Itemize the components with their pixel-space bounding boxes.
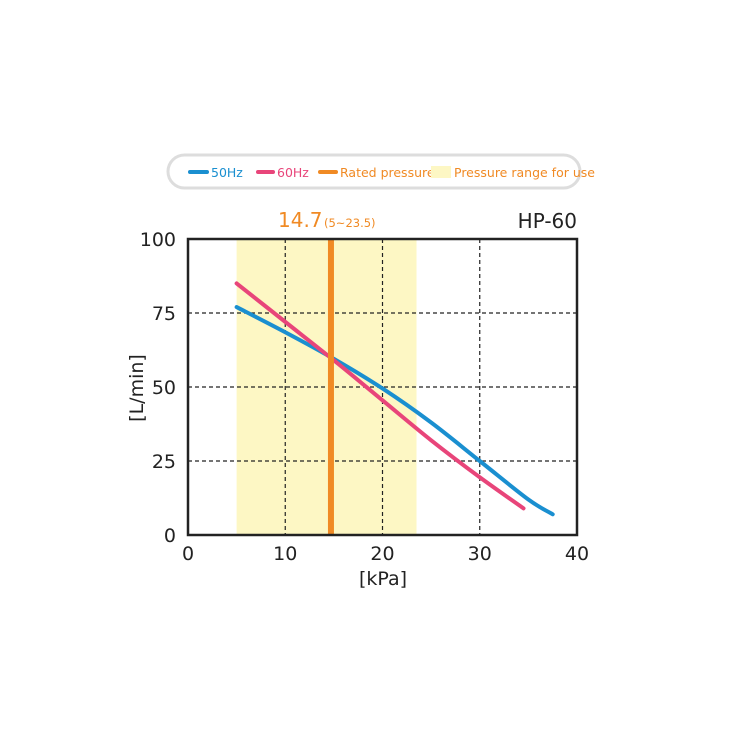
series-line-50hz [234,305,555,517]
x-tick-label-30: 30 [468,543,492,565]
grid-lines [188,239,577,535]
y-tick-label-0: 0 [164,525,176,547]
legend-label-60hz: 60Hz [277,165,309,180]
y-tick-label-100: 100 [140,229,176,251]
x-axis-title: [kPa] [359,568,407,590]
x-tick-label-0: 0 [182,543,194,565]
legend-swatch-range [431,166,451,178]
series-line-60hz [234,281,526,511]
legend-label-rated: Rated pressure [340,165,435,180]
y-tick-label-50: 50 [152,377,176,399]
plot-frame [186,237,579,537]
model-label: HP-60 [518,209,577,233]
rated-pressure-range: (5~23.5) [324,216,376,230]
legend-box [166,153,582,190]
pressure-range-band [236,239,417,535]
legend-label-range: Pressure range for use [454,165,595,180]
x-tick-label-10: 10 [273,543,297,565]
x-tick-labels: 0 10 20 30 40 [182,543,589,565]
rated-pressure-label: 14.7 (5~23.5) [278,208,376,232]
legend: 50Hz 60Hz Rated pressure Pressure range … [166,153,595,190]
series-group [234,281,555,517]
x-tick-label-40: 40 [565,543,589,565]
y-tick-label-25: 25 [152,451,176,473]
legend-label-50hz: 50Hz [211,165,243,180]
y-axis-title: [L/min] [126,354,148,422]
x-tick-label-20: 20 [370,543,394,565]
rated-pressure-value: 14.7 [278,208,323,232]
y-tick-labels: 0 25 50 75 100 [140,229,176,547]
y-tick-label-75: 75 [152,303,176,325]
